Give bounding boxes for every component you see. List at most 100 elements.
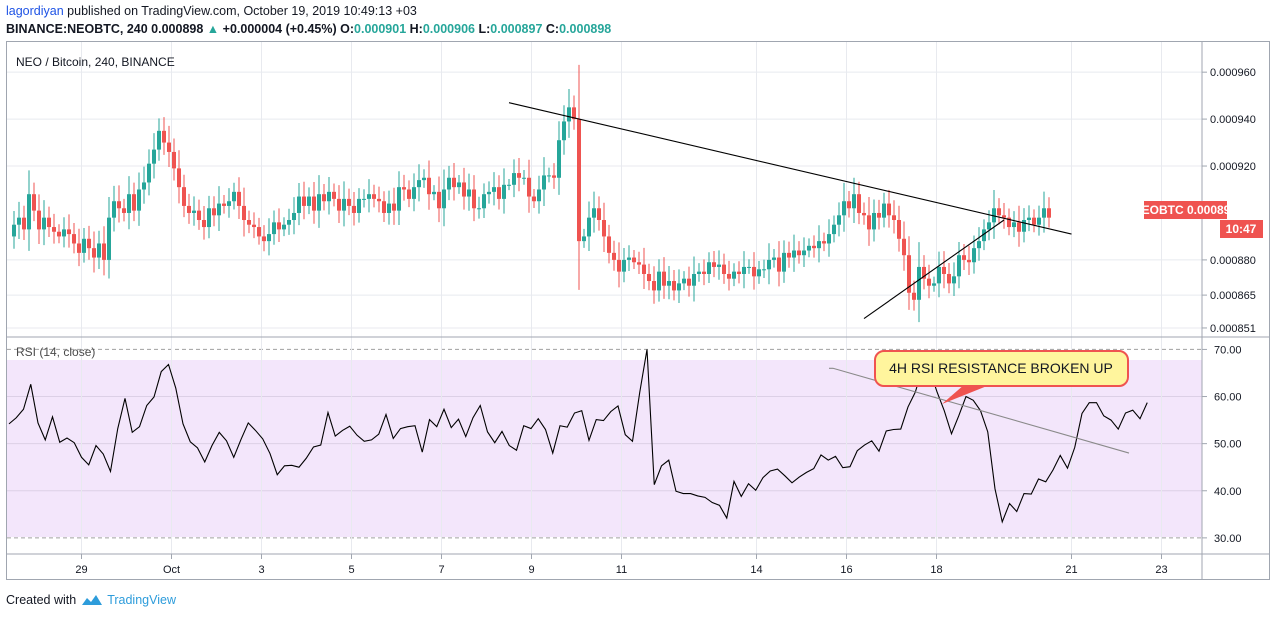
candle-body <box>372 194 376 199</box>
candle-body <box>1012 222 1016 228</box>
rsi-axis[interactable]: 70.00 60.00 50.00 40.00 30.00 <box>1202 344 1242 545</box>
grid-lines <box>7 42 1202 554</box>
time-tick-label: 14 <box>750 564 762 576</box>
price-support-trendline[interactable] <box>863 219 1005 320</box>
candle-body <box>1017 222 1021 232</box>
candle-body <box>397 187 401 211</box>
candle-body <box>107 217 111 260</box>
candle-body <box>502 184 506 199</box>
candle-body <box>132 194 136 211</box>
candle-body <box>427 177 431 195</box>
candle-body <box>12 224 16 237</box>
rsi-resistance-trendline[interactable] <box>829 367 1130 454</box>
candle-body <box>807 245 811 251</box>
time-tag-label: 10:47 <box>1226 222 1257 236</box>
candle-body <box>842 201 846 216</box>
rsi-tick-label: 60.00 <box>1214 392 1242 404</box>
candle-body <box>1027 217 1031 221</box>
candle-body <box>352 205 356 213</box>
close-value: 0.000898 <box>559 22 612 36</box>
high-label: H: <box>409 22 423 36</box>
candle-body <box>122 208 126 213</box>
candle-body <box>627 257 631 260</box>
price-resistance-trendline[interactable] <box>508 102 1072 235</box>
candle-body <box>632 257 636 263</box>
candle-body <box>732 271 736 279</box>
candle-body <box>37 210 41 230</box>
footer: Created with TradingView <box>6 593 176 607</box>
candle-body <box>837 215 841 225</box>
candle-body <box>42 217 46 230</box>
candle-body <box>722 264 726 274</box>
candle-body <box>882 203 886 218</box>
candle-body <box>887 203 891 216</box>
candle-body <box>437 191 441 209</box>
candle-body <box>827 234 831 244</box>
candle-body <box>347 198 351 206</box>
tradingview-link[interactable]: TradingView <box>107 593 176 607</box>
candle-body <box>987 222 991 230</box>
candle-body <box>697 271 701 274</box>
author-link[interactable]: lagordiyan <box>6 4 64 18</box>
price-axis[interactable]: 0.000960 0.000940 0.000920 0.000880 0.000865… <box>1202 67 1256 335</box>
candle-body <box>1042 208 1046 218</box>
candle-body <box>457 182 461 188</box>
candle-body <box>707 262 711 274</box>
candle-body <box>402 187 406 190</box>
time-axis[interactable]: 29 Oct 3 5 7 9 11 14 16 18 21 23 <box>75 554 1168 576</box>
candle-body <box>252 224 256 228</box>
candle-body <box>102 243 106 260</box>
candle-body <box>847 201 851 209</box>
candle-body <box>517 173 521 178</box>
candle-body <box>772 257 776 260</box>
candle-body <box>787 252 791 258</box>
time-tick-label: 16 <box>840 564 852 576</box>
price-legend: NEO / Bitcoin, 240, BINANCE <box>16 55 175 69</box>
candle-body <box>702 271 706 274</box>
open-label: O: <box>340 22 355 36</box>
candle-body <box>497 187 501 199</box>
chart-svg[interactable]: 0.000960 0.000940 0.000920 0.000880 0.000865… <box>7 42 1269 579</box>
candle-body <box>247 220 251 225</box>
candle-body <box>857 194 861 213</box>
rsi-band <box>7 360 1202 537</box>
candle-body <box>357 198 361 213</box>
candle-body <box>487 191 491 195</box>
candle-body <box>1032 217 1036 225</box>
rsi-tick-label: 70.00 <box>1214 344 1242 356</box>
candle-body <box>267 234 271 242</box>
last-price: 0.000898 <box>151 22 204 36</box>
candle-body <box>892 215 896 221</box>
candle-body <box>572 107 576 120</box>
candle-body <box>1037 217 1041 225</box>
candle-body <box>597 208 601 221</box>
candle-body <box>677 283 681 291</box>
candle-body <box>822 241 826 244</box>
candle-body <box>417 180 421 188</box>
rsi-callout[interactable]: 4H RSI RESISTANCE BROKEN UP <box>874 350 1129 404</box>
candle-body <box>737 271 741 274</box>
candle-body <box>82 238 86 253</box>
candle-body <box>377 198 381 202</box>
candle-body <box>742 266 746 274</box>
candle-body <box>462 182 466 197</box>
candle-body <box>567 107 571 122</box>
candle-body <box>172 151 176 169</box>
candle-body <box>537 189 541 202</box>
ohlc-line: BINANCE:NEOBTC, 240 0.000898 ▲ +0.000004… <box>6 22 611 36</box>
candle-body <box>552 175 556 178</box>
candle-body <box>922 266 926 279</box>
symbol-info: BINANCE:NEOBTC, 240 <box>6 22 148 36</box>
candle-body <box>362 198 366 200</box>
publish-info: published on TradingView.com, October 19… <box>67 4 417 18</box>
candle-body <box>547 175 551 177</box>
candle-body <box>382 201 386 213</box>
candle-body <box>792 250 796 258</box>
candle-body <box>952 276 956 284</box>
candle-body <box>77 243 81 253</box>
candle-body <box>477 208 481 210</box>
time-tick-label: 23 <box>1155 564 1167 576</box>
candle-body <box>207 208 211 228</box>
candle-body <box>467 189 471 197</box>
candle-body <box>92 248 96 258</box>
